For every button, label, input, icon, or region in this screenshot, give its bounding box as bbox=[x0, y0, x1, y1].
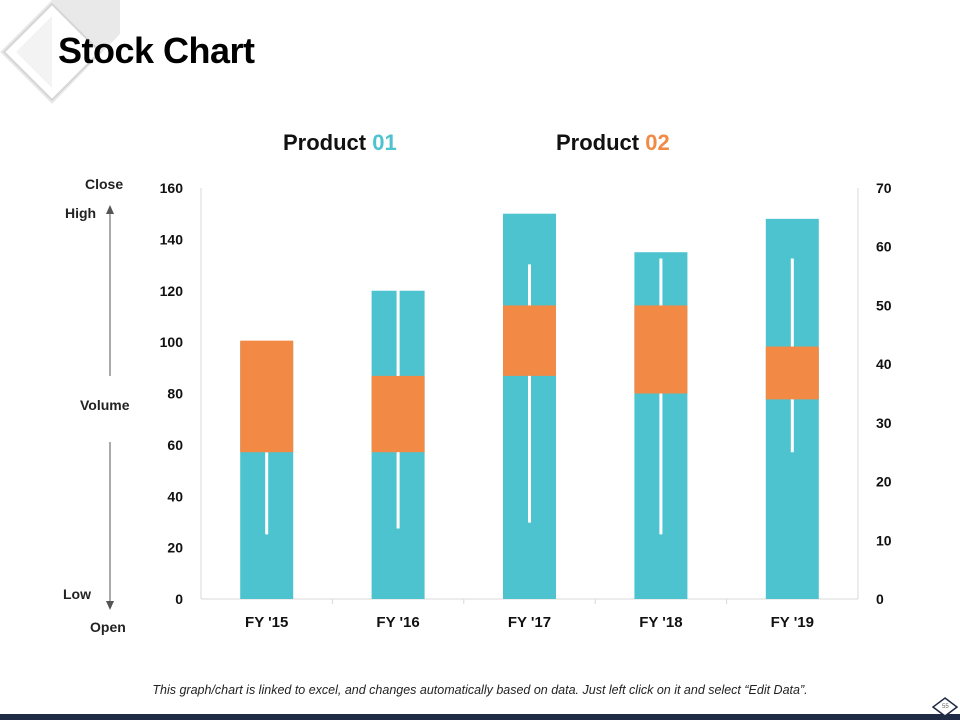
right-tick-label: 0 bbox=[876, 591, 884, 607]
right-tick-label: 10 bbox=[876, 532, 892, 548]
left-tick-label: 60 bbox=[167, 437, 183, 453]
label-low: Low bbox=[63, 586, 91, 602]
open-close-box bbox=[765, 346, 819, 400]
legend-product-02-label: Product bbox=[556, 130, 646, 155]
right-tick-label: 40 bbox=[876, 356, 892, 372]
category-label: FY '18 bbox=[639, 614, 682, 631]
category-label: FY '19 bbox=[771, 614, 814, 631]
category-label: FY '15 bbox=[245, 614, 288, 631]
bottom-bar bbox=[0, 714, 960, 720]
label-close: Close bbox=[85, 176, 124, 192]
page-number: 55 bbox=[942, 704, 949, 710]
category-label: FY '17 bbox=[508, 614, 551, 631]
right-tick-label: 30 bbox=[876, 415, 892, 431]
left-tick-label: 80 bbox=[167, 386, 183, 402]
open-close-box bbox=[240, 340, 294, 453]
arrow-up-head bbox=[106, 205, 114, 214]
label-high: High bbox=[65, 205, 97, 221]
right-tick-label: 50 bbox=[876, 297, 892, 313]
corner-diamond-decoration bbox=[0, 0, 120, 104]
legend-product-01-number: 01 bbox=[372, 130, 397, 155]
left-tick-label: 100 bbox=[160, 334, 184, 350]
right-tick-label: 60 bbox=[876, 239, 892, 255]
legend-product-02: Product 02 bbox=[556, 130, 670, 156]
page-badge-icon bbox=[932, 697, 958, 717]
footnote: This graph/chart is linked to excel, and… bbox=[152, 683, 808, 697]
right-tick-label: 70 bbox=[876, 180, 892, 196]
left-tick-label: 0 bbox=[175, 591, 183, 607]
legend-product-01: Product 01 bbox=[283, 130, 397, 156]
label-open: Open bbox=[90, 619, 126, 635]
left-tick-label: 120 bbox=[160, 283, 184, 299]
side-arrows bbox=[106, 205, 114, 610]
label-volume: Volume bbox=[80, 397, 130, 413]
arrow-down-head bbox=[106, 601, 114, 610]
left-tick-label: 20 bbox=[167, 540, 183, 556]
left-tick-label: 140 bbox=[160, 231, 184, 247]
legend-product-01-label: Product bbox=[283, 130, 373, 155]
legend-product-02-number: 02 bbox=[645, 130, 670, 155]
plot-area: 0 20 40 60 80 100 120 140 160 0 10 20 30 40 50 60 70 FY '… bbox=[160, 180, 892, 631]
open-close-box bbox=[503, 305, 556, 376]
open-close-box bbox=[634, 305, 688, 394]
left-tick-label: 160 bbox=[160, 180, 184, 196]
right-tick-label: 20 bbox=[876, 474, 892, 490]
left-tick-label: 40 bbox=[167, 488, 183, 504]
page-title: Stock Chart bbox=[58, 30, 255, 71]
category-label: FY '16 bbox=[376, 614, 419, 631]
open-close-box bbox=[371, 375, 425, 453]
